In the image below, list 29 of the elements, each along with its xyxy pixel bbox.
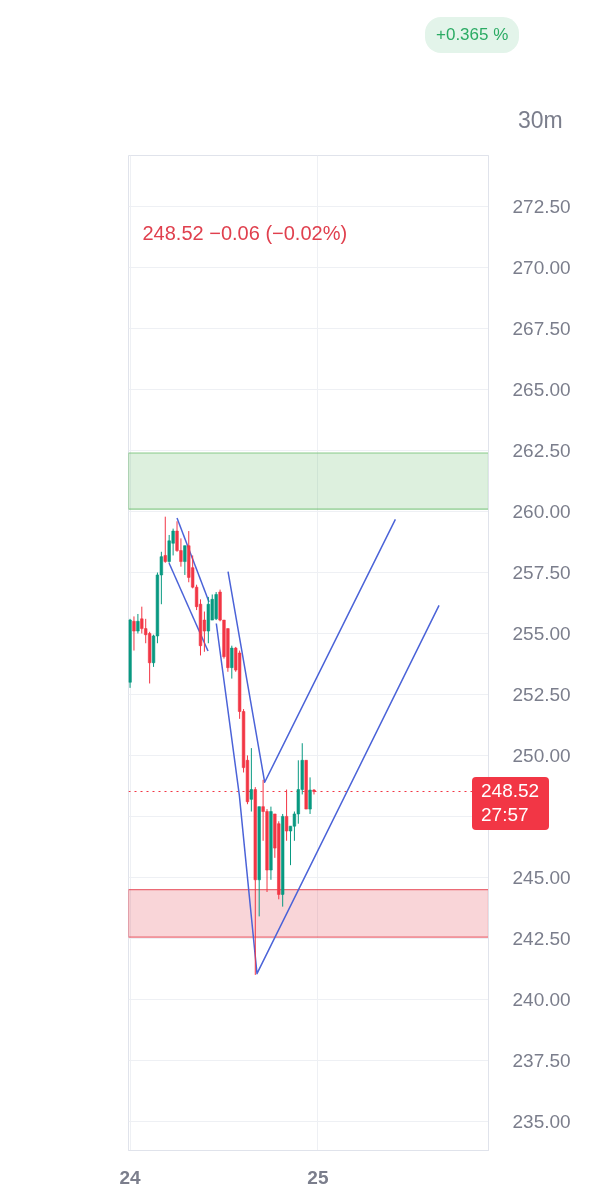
candlestick [230, 645, 234, 680]
text: 30m [518, 106, 563, 135]
candlestick [163, 516, 167, 564]
y-tick-label: 257.50 [512, 562, 571, 584]
y-tick-label: 272.50 [512, 196, 571, 218]
y-tick-label: 265.00 [512, 379, 571, 401]
candlestick [136, 613, 140, 634]
y-tick-label: 252.50 [512, 683, 571, 705]
candlestick [308, 776, 312, 815]
x-tick-label: 25 [307, 1166, 329, 1188]
y-tick-label: 237.50 [512, 1049, 571, 1071]
y-tick-label: 235.00 [512, 1110, 571, 1132]
ref-line-label: 248.52 27:57 [472, 777, 550, 830]
annotation: 248.52 −0.06 (−0.02%) [142, 221, 348, 244]
y-tick-label: 255.00 [512, 622, 571, 644]
y-tick-label: 262.50 [512, 440, 571, 462]
y-tick-label: 260.00 [512, 501, 571, 523]
x-tick-label: 24 [119, 1166, 142, 1188]
candlestick [249, 747, 253, 813]
y-tick-label: 242.50 [512, 927, 571, 949]
y-tick-label: 270.00 [512, 257, 571, 279]
candlestick [183, 545, 187, 576]
y-tick-label: 245.00 [512, 866, 571, 888]
y-tick-label: 250.00 [512, 744, 571, 766]
y-tick-label: 240.00 [512, 988, 571, 1010]
y-tick-label: 267.50 [512, 318, 571, 340]
text: +0.365 % [425, 17, 520, 54]
candlestick [132, 615, 136, 652]
line-series [215, 604, 440, 975]
